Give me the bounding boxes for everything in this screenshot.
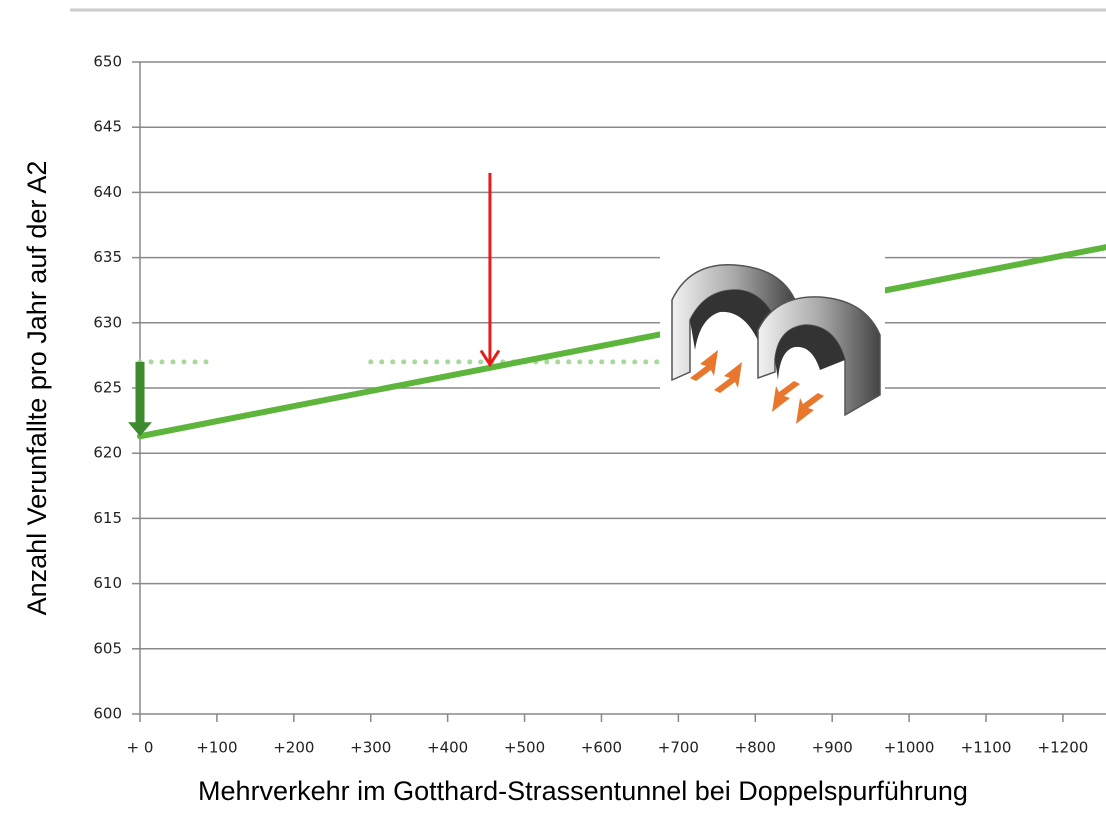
x-tick-label: +1100 [961, 739, 1012, 757]
y-axis-label: Anzahl Verunfallte pro Jahr auf der A2 [22, 161, 52, 616]
x-tick-label: +300 [350, 739, 391, 757]
y-tick-label: 605 [93, 639, 122, 657]
x-tick-label: +100 [196, 739, 237, 757]
x-tick-label: +900 [812, 739, 853, 757]
y-tick-label: 610 [93, 574, 122, 592]
x-tick-label: +400 [427, 739, 468, 757]
y-tick-label: 615 [93, 509, 122, 527]
y-tick-label: 625 [93, 379, 122, 397]
x-tick-label: +500 [504, 739, 545, 757]
tunnel-icon [660, 248, 885, 424]
data-line [137, 244, 1106, 440]
x-tick-label: + 0 [127, 739, 154, 757]
y-tick-label: 635 [93, 248, 122, 266]
x-tick-label: +600 [581, 739, 622, 757]
arrow-head [128, 422, 152, 437]
x-tick-label: +700 [658, 739, 699, 757]
y-tick-label: 640 [93, 183, 122, 201]
y-tick-label: 600 [93, 705, 122, 723]
y-tick-label: 620 [93, 444, 122, 462]
x-tick-label: +200 [273, 739, 314, 757]
x-tick-label: +1000 [884, 739, 935, 757]
x-tick-label: +800 [735, 739, 776, 757]
y-tick-label: 650 [93, 53, 122, 71]
arrow-head [479, 349, 501, 368]
y-tick-label: 630 [93, 313, 122, 331]
x-tick-label: +1200 [1038, 739, 1089, 757]
x-axis-label: Mehrverkehr im Gotthard-Strassentunnel b… [198, 776, 968, 806]
y-tick-label: 645 [93, 118, 122, 136]
